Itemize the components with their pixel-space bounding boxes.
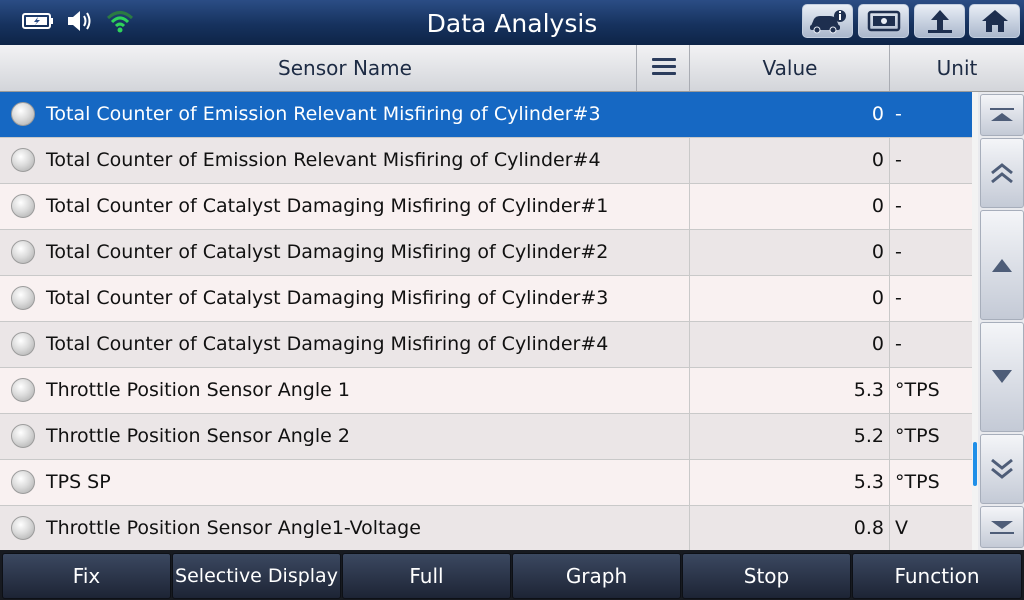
sensor-value: 0: [871, 333, 884, 355]
page-down-button[interactable]: [980, 434, 1024, 504]
scroll-controls: [972, 92, 1024, 550]
vehicle-info-icon: [809, 10, 846, 34]
double-chevron-up-icon: [991, 163, 1013, 184]
header-divider: [636, 45, 637, 91]
speaker-icon[interactable]: [66, 9, 94, 33]
back-icon: [927, 10, 952, 33]
scroll-bottom-button[interactable]: [980, 506, 1024, 548]
stop-button[interactable]: Stop: [682, 553, 851, 599]
scroll-up-button[interactable]: [980, 210, 1024, 320]
sensor-value: 0: [871, 241, 884, 263]
sensor-name: Total Counter of Catalyst Damaging Misfi…: [46, 333, 609, 355]
wifi-icon[interactable]: [106, 9, 134, 33]
screenshot-icon: [867, 10, 900, 32]
sensor-name: TPS SP: [46, 471, 111, 493]
scroll-top-button[interactable]: [980, 94, 1024, 136]
table-row[interactable]: Throttle Position Sensor Angle1-Voltage …: [0, 506, 972, 550]
triangle-up-icon: [992, 259, 1012, 272]
row-radio-icon[interactable]: [11, 516, 35, 540]
sensor-unit: °TPS: [895, 379, 940, 401]
row-radio-icon[interactable]: [11, 240, 35, 264]
table-row[interactable]: TPS SP 5.3 °TPS: [0, 460, 972, 506]
sensor-value: 5.2: [853, 425, 884, 447]
row-radio-icon[interactable]: [11, 470, 35, 494]
header-value: Value: [762, 56, 818, 80]
sensor-unit: -: [895, 195, 902, 217]
header-divider: [689, 45, 690, 91]
sensor-name: Total Counter of Catalyst Damaging Misfi…: [46, 195, 609, 217]
column-menu-icon[interactable]: [652, 58, 676, 78]
page-up-button[interactable]: [980, 138, 1024, 208]
table-row[interactable]: Throttle Position Sensor Angle 2 5.2 °TP…: [0, 414, 972, 460]
sensor-name: Throttle Position Sensor Angle 1: [46, 379, 350, 401]
vehicle-info-button[interactable]: [802, 4, 853, 38]
sensor-unit: °TPS: [895, 425, 940, 447]
table-header: Sensor Name Value Unit: [0, 45, 1024, 92]
table-row[interactable]: Total Counter of Catalyst Damaging Misfi…: [0, 276, 972, 322]
sensor-unit: V: [895, 517, 908, 539]
scroll-to-bottom-icon: [990, 521, 1014, 534]
status-icons: [22, 8, 134, 34]
title-bar: Data Analysis: [0, 0, 1024, 46]
sensor-name: Total Counter of Catalyst Damaging Misfi…: [46, 241, 609, 263]
sensor-value: 0.8: [853, 517, 884, 539]
sensor-value: 0: [871, 195, 884, 217]
table-row[interactable]: Total Counter of Emission Relevant Misfi…: [0, 92, 972, 138]
sensor-value: 0: [871, 103, 884, 125]
scrollbar-track[interactable]: [972, 92, 978, 550]
table-row[interactable]: Total Counter of Catalyst Damaging Misfi…: [0, 322, 972, 368]
header-sensor-name[interactable]: Sensor Name: [278, 56, 412, 80]
sensor-value: 0: [871, 149, 884, 171]
screenshot-button[interactable]: [858, 4, 909, 38]
back-button[interactable]: [914, 4, 965, 38]
header-unit: Unit: [936, 56, 978, 80]
battery-icon: [22, 13, 53, 29]
sensor-value: 5.3: [853, 471, 884, 493]
bottom-toolbar: Fix Selective Display Full Graph Stop Fu…: [0, 550, 1024, 600]
double-chevron-down-icon: [991, 458, 1013, 479]
sensor-table: Total Counter of Emission Relevant Misfi…: [0, 92, 972, 550]
row-radio-icon[interactable]: [11, 286, 35, 310]
sensor-name: Throttle Position Sensor Angle1-Voltage: [46, 517, 421, 539]
sensor-name: Total Counter of Catalyst Damaging Misfi…: [46, 287, 609, 309]
home-button[interactable]: [969, 4, 1020, 38]
function-button[interactable]: Function: [852, 553, 1022, 599]
scroll-to-top-icon: [990, 108, 1014, 121]
sensor-name: Total Counter of Emission Relevant Misfi…: [46, 103, 601, 125]
sensor-name: Throttle Position Sensor Angle 2: [46, 425, 350, 447]
home-icon: [981, 10, 1008, 32]
table-row[interactable]: Total Counter of Catalyst Damaging Misfi…: [0, 184, 972, 230]
row-radio-icon[interactable]: [11, 424, 35, 448]
row-radio-icon[interactable]: [11, 194, 35, 218]
table-row[interactable]: Throttle Position Sensor Angle 1 5.3 °TP…: [0, 368, 972, 414]
row-radio-icon[interactable]: [11, 332, 35, 356]
sensor-unit: -: [895, 103, 902, 125]
graph-button[interactable]: Graph: [512, 553, 681, 599]
scroll-down-button[interactable]: [980, 322, 1024, 432]
table-row[interactable]: Total Counter of Catalyst Damaging Misfi…: [0, 230, 972, 276]
scrollbar-thumb[interactable]: [973, 442, 977, 486]
row-radio-icon[interactable]: [11, 102, 35, 126]
sensor-name: Total Counter of Emission Relevant Misfi…: [46, 149, 601, 171]
header-divider: [889, 45, 890, 91]
row-radio-icon[interactable]: [11, 148, 35, 172]
table-row[interactable]: Total Counter of Emission Relevant Misfi…: [0, 138, 972, 184]
sensor-value: 5.3: [853, 379, 884, 401]
sensor-unit: -: [895, 287, 902, 309]
triangle-down-icon: [992, 370, 1012, 383]
full-button[interactable]: Full: [342, 553, 511, 599]
sensor-value: 0: [871, 287, 884, 309]
sensor-unit: -: [895, 149, 902, 171]
sensor-unit: -: [895, 333, 902, 355]
sensor-unit: -: [895, 241, 902, 263]
sensor-unit: °TPS: [895, 471, 940, 493]
fix-button[interactable]: Fix: [2, 553, 171, 599]
row-radio-icon[interactable]: [11, 378, 35, 402]
page-title: Data Analysis: [426, 9, 598, 38]
selective-display-button[interactable]: Selective Display: [172, 553, 341, 599]
